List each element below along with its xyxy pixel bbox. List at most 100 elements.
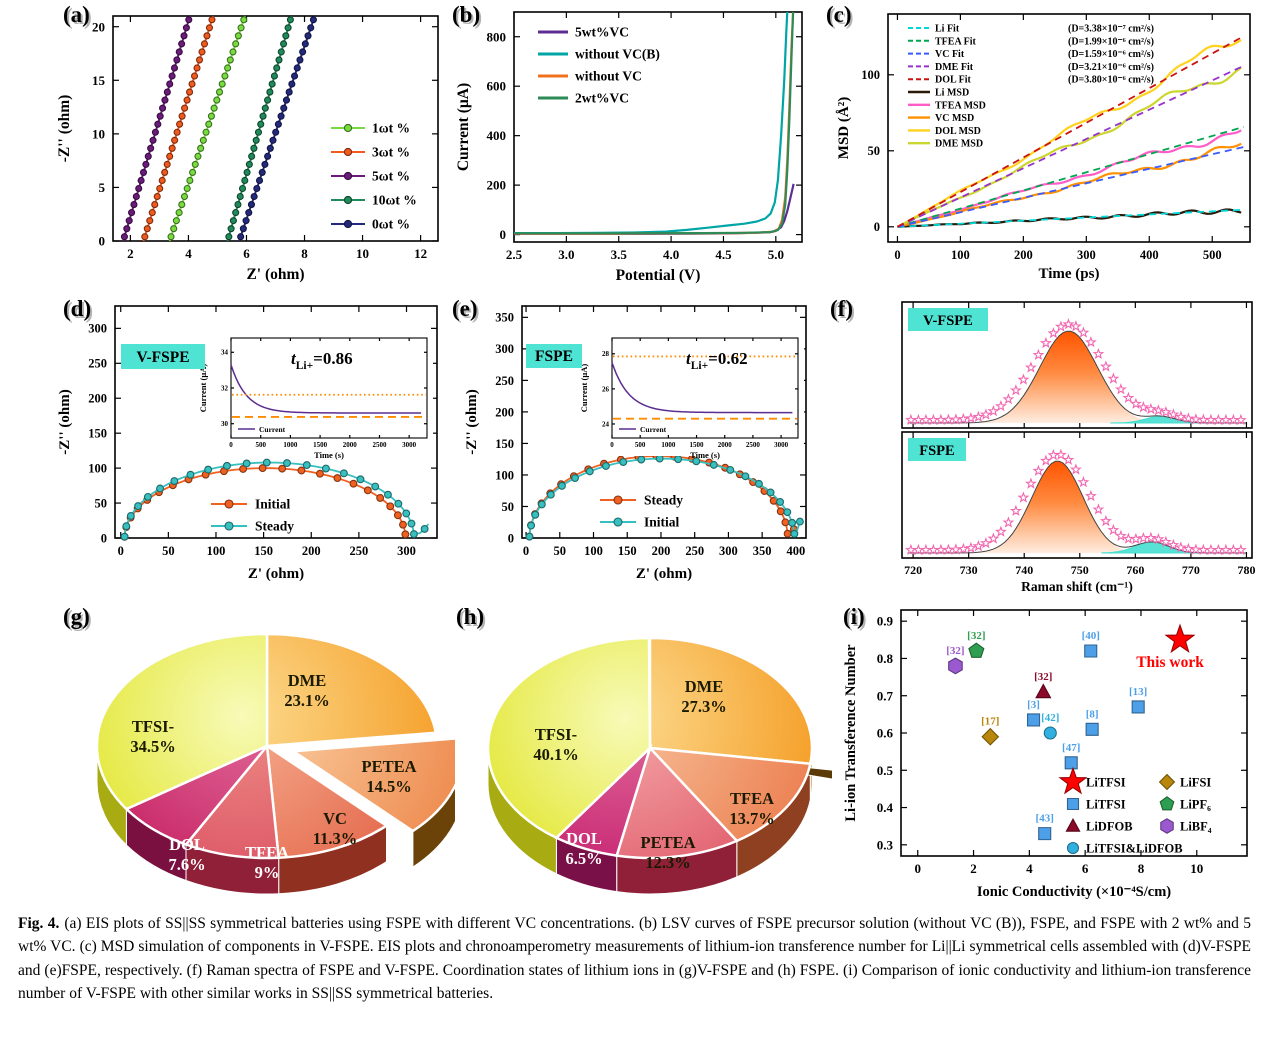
svg-text:4.0: 4.0 <box>663 247 679 262</box>
svg-text:350: 350 <box>495 311 514 325</box>
svg-text:TFEA: TFEA <box>245 843 289 862</box>
svg-text:PETEA: PETEA <box>361 757 416 776</box>
svg-text:TFEA MSD: TFEA MSD <box>935 100 986 111</box>
svg-text:(D=3.80×10⁻⁶ cm²/s): (D=3.80×10⁻⁶ cm²/s) <box>1068 75 1154 86</box>
panel-letter-e: (e) <box>452 296 478 321</box>
panel-title-highlight <box>526 344 582 368</box>
data-point: [32] <box>967 630 986 658</box>
svg-text:730: 730 <box>960 563 978 577</box>
spectrum-label-highlight <box>908 438 966 461</box>
svg-text:2: 2 <box>970 861 977 876</box>
legend: LiTFSI LiTFSI LiDFOB LiTFSI&LiDFOB LiFSI LiPF… <box>1058 766 1212 856</box>
svg-text:150: 150 <box>254 544 273 558</box>
svg-text:50: 50 <box>162 544 175 558</box>
svg-text:0: 0 <box>914 861 921 876</box>
svg-text:LiPF₆: LiPF₆ <box>1180 798 1211 812</box>
svg-text:1ωt %: 1ωt % <box>372 121 410 136</box>
legend: 1ωt % 3ωt % 5ωt % 10ωt % 0ωt % <box>331 121 417 232</box>
svg-text:200: 200 <box>652 544 671 558</box>
svg-text:0.4: 0.4 <box>877 800 894 815</box>
svg-text:TFSI-: TFSI- <box>132 717 174 736</box>
svg-text:300: 300 <box>495 342 514 356</box>
svg-text:6: 6 <box>243 246 250 261</box>
svg-text:5wt%VC: 5wt%VC <box>575 25 629 40</box>
svg-text:Steady: Steady <box>644 493 683 508</box>
svg-text:50: 50 <box>95 496 108 510</box>
series-DOL MSD <box>896 39 1242 228</box>
svg-text:DOL MSD: DOL MSD <box>935 126 981 137</box>
svg-text:8: 8 <box>1138 861 1145 876</box>
svg-text:500: 500 <box>255 441 266 449</box>
svg-text:4.5: 4.5 <box>715 247 732 262</box>
svg-text:3.5: 3.5 <box>611 247 628 262</box>
svg-text:LiTFSI: LiTFSI <box>1086 798 1126 812</box>
svg-text:15: 15 <box>92 73 106 88</box>
chart-b: 2.5 3.0 3.5 4.0 4.5 5.0 0 200 400 600 800 Potential… <box>455 11 803 284</box>
svg-text:300: 300 <box>719 544 738 558</box>
svg-text:300: 300 <box>1077 248 1096 262</box>
svg-text:34.5%: 34.5% <box>130 737 175 756</box>
svg-text:VC Fit: VC Fit <box>935 49 965 60</box>
chart-f: V-FSPE 720 730 740 750 760 770 780 Raman shift (… <box>901 301 1255 594</box>
svg-text:0: 0 <box>229 441 233 449</box>
svg-text:300: 300 <box>88 322 107 336</box>
svg-text:600: 600 <box>487 79 507 94</box>
series-2wt%VC <box>514 11 795 235</box>
svg-text:2000: 2000 <box>343 441 358 449</box>
svg-text:12: 12 <box>414 246 427 261</box>
svg-text:0: 0 <box>500 227 507 242</box>
svg-text:Li-ion Transference Number: Li-ion Transference Number <box>843 644 859 822</box>
svg-text:400: 400 <box>487 128 507 143</box>
svg-text:(D=1.59×10⁻⁶ cm²/s): (D=1.59×10⁻⁶ cm²/s) <box>1068 49 1154 60</box>
svg-text:0: 0 <box>118 544 124 558</box>
svg-text:500: 500 <box>635 441 646 449</box>
panel-letter-a: (a) <box>63 2 90 27</box>
series-TFEA MSD <box>897 129 1242 228</box>
svg-text:5.0: 5.0 <box>768 247 784 262</box>
svg-text:-Z'' (ohm): -Z'' (ohm) <box>56 95 73 163</box>
series-TFEA Fit <box>897 126 1244 228</box>
svg-text:10: 10 <box>1190 861 1203 876</box>
svg-text:LiTFSI: LiTFSI <box>1086 776 1126 790</box>
svg-text:400: 400 <box>1140 248 1159 262</box>
figure-caption: Fig. 4. (a) EIS plots of SS||SS symmetric… <box>18 912 1251 1005</box>
legend: 5wt%VC without VC(B) without VC 2wt%VC <box>538 25 660 106</box>
svg-text:TFEA: TFEA <box>730 789 774 808</box>
svg-text:0: 0 <box>894 248 900 262</box>
svg-text:Initial: Initial <box>644 515 680 530</box>
svg-text:2: 2 <box>127 246 133 261</box>
pie-slices <box>486 636 814 860</box>
svg-text:250: 250 <box>495 374 514 388</box>
svg-text:TFEA Fit: TFEA Fit <box>935 36 977 47</box>
svg-text:200: 200 <box>302 544 321 558</box>
svg-text:without VC: without VC <box>575 69 642 84</box>
svg-text:[40]: [40] <box>1082 630 1100 642</box>
svg-text:200: 200 <box>487 178 507 193</box>
panel-h: (h) DME 27.3% TFEA 13.7% PETEA 12.3% DOL 6.5% TF… <box>452 596 832 908</box>
svg-text:350: 350 <box>753 544 772 558</box>
svg-text:DOL: DOL <box>566 829 602 848</box>
svg-text:8: 8 <box>301 246 308 261</box>
svg-text:DOL: DOL <box>169 835 205 854</box>
series-3ωt % <box>141 15 216 242</box>
svg-text:DME: DME <box>288 671 327 690</box>
svg-text:Z' (ohm): Z' (ohm) <box>246 266 304 283</box>
svg-text:150: 150 <box>495 437 514 451</box>
svg-text:200: 200 <box>495 405 514 419</box>
series-0ωt % <box>237 15 317 242</box>
caption-label: Fig. 4. <box>18 915 60 932</box>
data-point: [40] <box>1082 630 1100 658</box>
svg-text:MSD (Å²): MSD (Å²) <box>836 97 852 159</box>
series-DME Fit <box>897 64 1245 228</box>
svg-text:3.0: 3.0 <box>558 247 574 262</box>
svg-text:23.1%: 23.1% <box>284 691 329 710</box>
svg-text:4: 4 <box>1026 861 1033 876</box>
panel-b: (b) 2.5 3.0 3.5 4.0 4.5 5.0 0 200 400 600 800 Poten… <box>452 2 814 292</box>
svg-text:100: 100 <box>207 544 226 558</box>
svg-text:50: 50 <box>868 144 881 158</box>
svg-text:3ωt %: 3ωt % <box>372 145 410 160</box>
panel-a: (a) 2 4 6 8 10 12 0 5 10 15 20 Z' (ohm) -Z'' (ohm) 1ω… <box>35 2 455 292</box>
svg-text:300: 300 <box>397 544 416 558</box>
